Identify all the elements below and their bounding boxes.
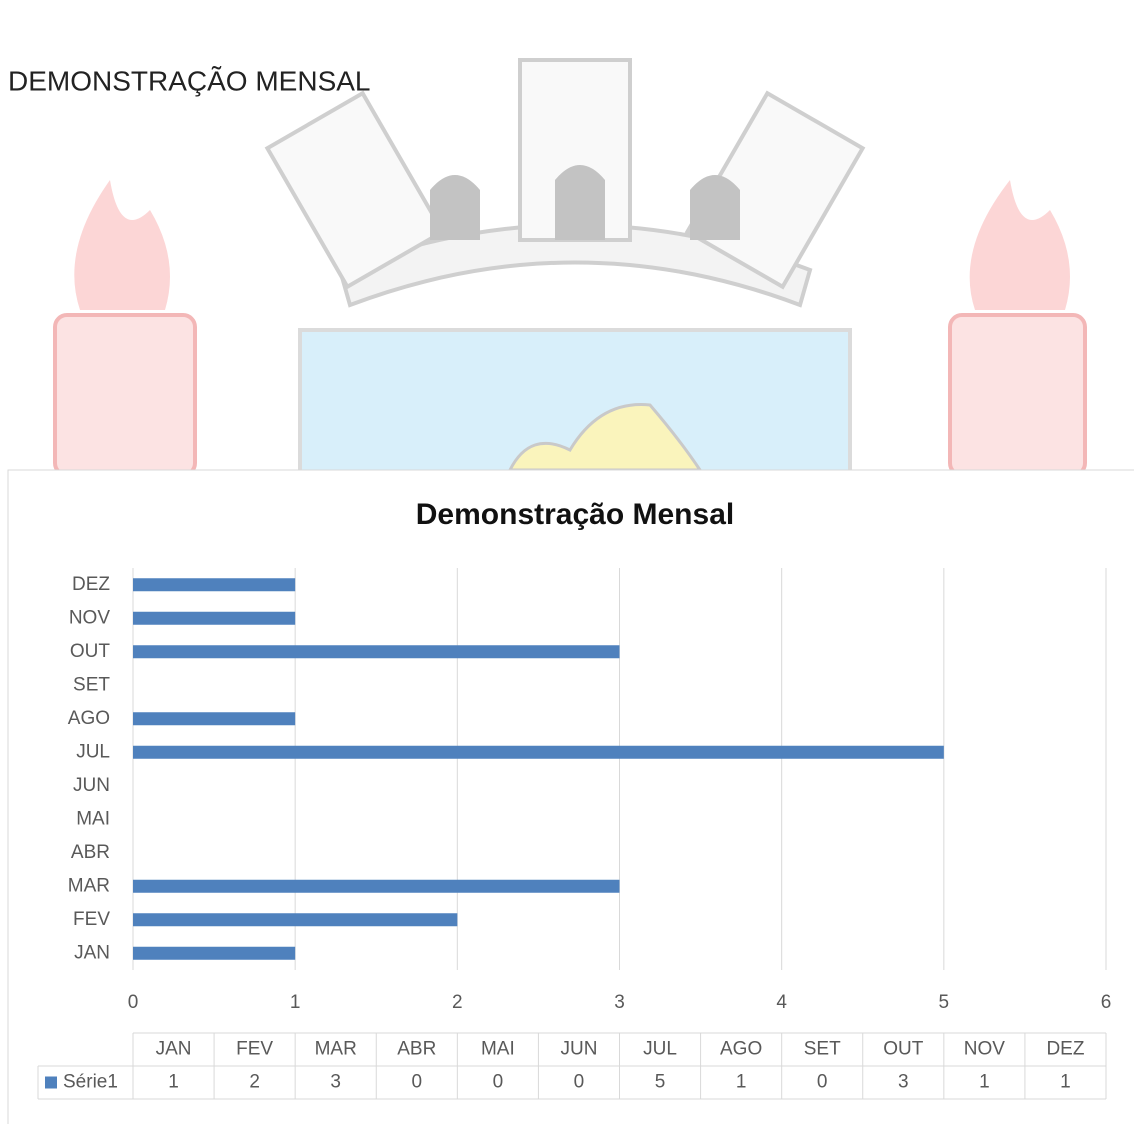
- bar: [133, 745, 944, 759]
- x-tick-label: 4: [776, 992, 787, 1013]
- bar: [133, 645, 620, 659]
- bar: [133, 879, 620, 893]
- table-value: 1: [979, 1072, 990, 1093]
- table-value: 5: [655, 1072, 666, 1093]
- x-tick-label: 6: [1101, 992, 1112, 1013]
- y-tick-label: DEZ: [72, 574, 110, 595]
- y-tick-label: NOV: [69, 607, 111, 628]
- y-tick-label: ABR: [71, 842, 110, 863]
- legend-label: Série1: [63, 1072, 118, 1093]
- bar: [133, 946, 296, 960]
- table-value: 0: [493, 1072, 504, 1093]
- table-value: 1: [168, 1072, 179, 1093]
- table-header: SET: [804, 1039, 841, 1060]
- y-tick-label: JUL: [76, 741, 110, 762]
- y-tick-label: OUT: [70, 641, 111, 662]
- table-header: DEZ: [1046, 1039, 1084, 1060]
- chart-area: [7, 469, 1134, 1124]
- table-header: ABR: [397, 1039, 436, 1060]
- y-tick-label: SET: [73, 674, 110, 695]
- table-value: 3: [330, 1072, 341, 1093]
- table-header: JAN: [156, 1039, 192, 1060]
- legend-swatch: [45, 1076, 57, 1089]
- x-tick-label: 2: [452, 992, 463, 1013]
- bar: [133, 913, 458, 927]
- page-heading: DEMONSTRAÇÃO MENSAL: [8, 65, 371, 96]
- table-value: 0: [574, 1072, 585, 1093]
- y-tick-label: JUN: [73, 775, 110, 796]
- table-value: 3: [898, 1072, 909, 1093]
- table-value: 1: [736, 1072, 747, 1093]
- y-tick-label: MAR: [68, 875, 110, 896]
- x-tick-label: 5: [939, 992, 950, 1013]
- chart-title: Demonstração Mensal: [416, 498, 734, 531]
- table-header: AGO: [720, 1039, 762, 1060]
- x-tick-label: 0: [128, 992, 139, 1013]
- table-value: 1: [1060, 1072, 1071, 1093]
- y-tick-label: FEV: [73, 909, 110, 930]
- bar: [133, 611, 296, 625]
- x-tick-label: 3: [614, 992, 625, 1013]
- table-value: 2: [249, 1072, 260, 1093]
- table-header: JUL: [643, 1039, 677, 1060]
- table-header: NOV: [964, 1039, 1006, 1060]
- bar: [133, 578, 296, 592]
- y-tick-label: MAI: [76, 808, 110, 829]
- table-header: MAI: [481, 1039, 515, 1060]
- x-tick-label: 1: [290, 992, 301, 1013]
- table-header: FEV: [236, 1039, 273, 1060]
- bar: [133, 712, 296, 726]
- table-header: MAR: [315, 1039, 357, 1060]
- y-tick-label: AGO: [68, 708, 110, 729]
- table-value: 0: [412, 1072, 423, 1093]
- table-value: 0: [817, 1072, 828, 1093]
- watermark: [53, 58, 1087, 482]
- y-tick-label: JAN: [74, 942, 110, 963]
- table-header: JUN: [560, 1039, 597, 1060]
- table-header: OUT: [883, 1039, 924, 1060]
